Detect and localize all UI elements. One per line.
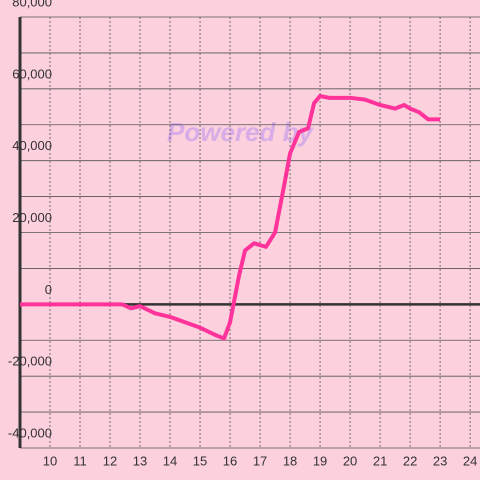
x-tick-label: 11 [73,453,87,468]
y-tick-label: 40,000 [12,138,52,153]
y-tick-label: 80,000 [12,0,52,9]
x-tick-label: 12 [103,453,117,468]
series-line [20,94,441,341]
x-tick-label: 16 [223,453,237,468]
x-tick-label: 14 [163,453,177,468]
x-tick-label: 13 [133,453,147,468]
x-tick-label: 19 [313,453,327,468]
x-tick-label: 22 [403,453,417,468]
x-tick-label: 21 [373,453,387,468]
y-tick-label: 0 [45,282,52,297]
x-tick-label: 23 [433,453,447,468]
x-tick-label: 15 [193,453,207,468]
y-tick-label: 20,000 [12,210,52,225]
x-tick-label: 24 [463,453,477,468]
y-tick-label: 60,000 [12,66,52,81]
x-tick-label: 17 [253,453,267,468]
x-tick-label: 18 [283,453,297,468]
y-tick-label: -40,000 [8,425,52,440]
watermark: Powered by [167,117,314,147]
y-tick-label: -20,000 [8,354,52,369]
x-tick-label: 10 [43,453,57,468]
x-tick-label: 20 [343,453,357,468]
